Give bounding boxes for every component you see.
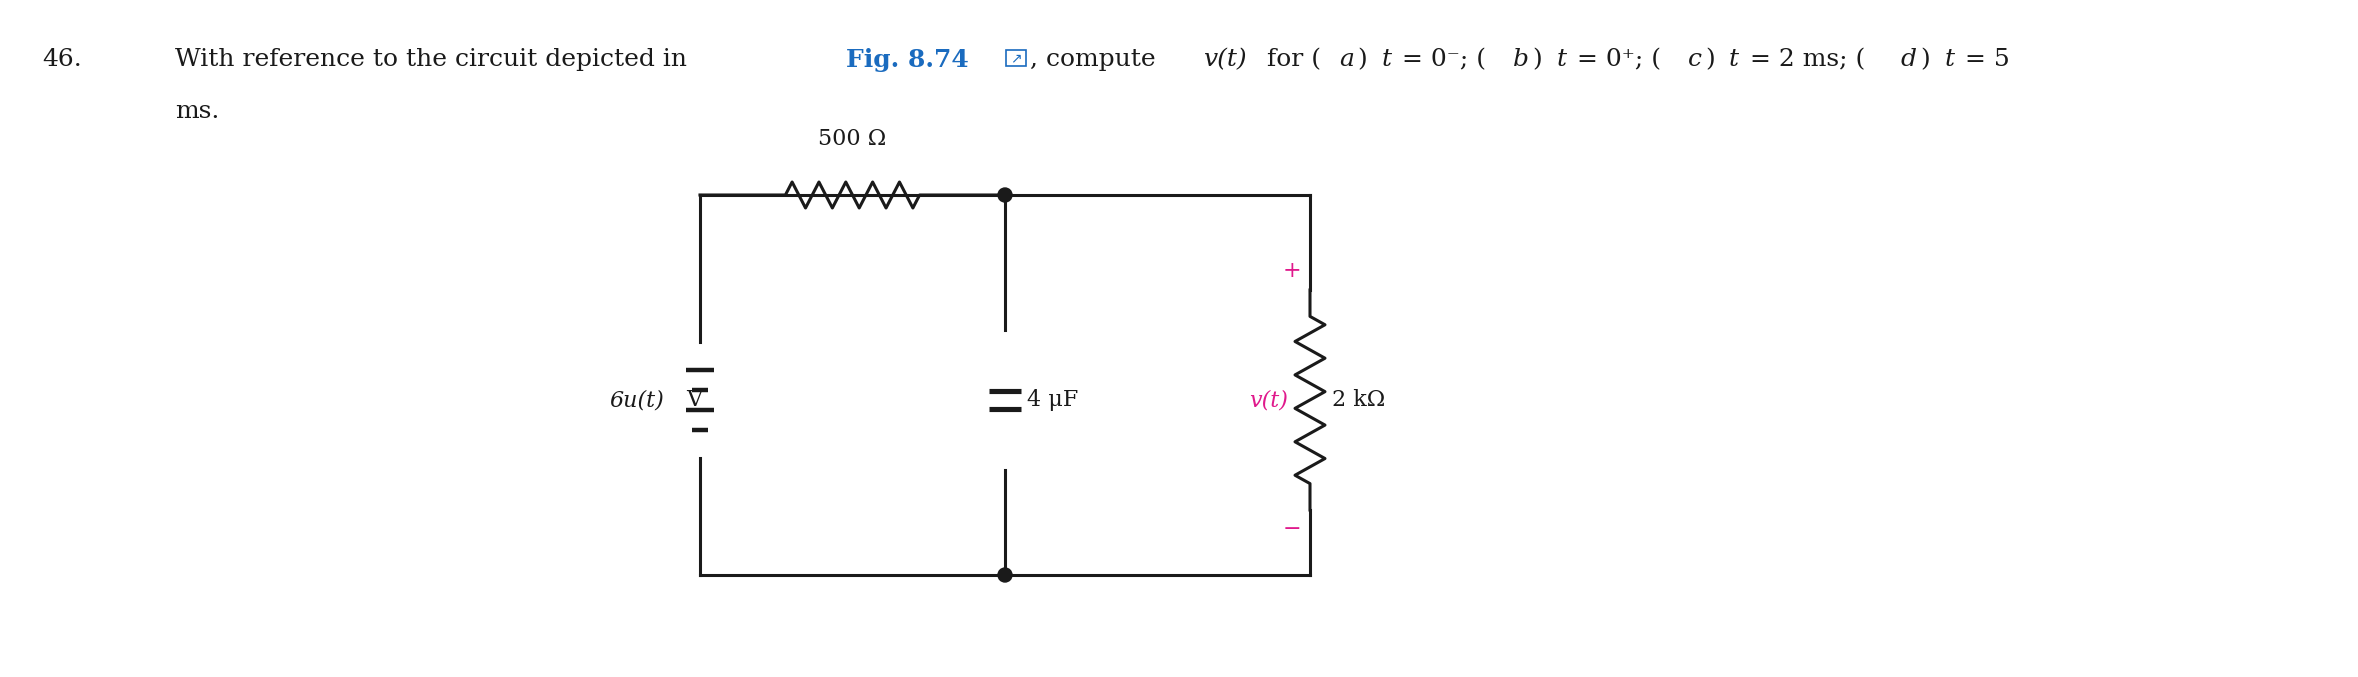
Text: for (: for ( <box>1259 48 1320 71</box>
Text: 500 Ω: 500 Ω <box>818 128 887 150</box>
Text: , compute: , compute <box>1030 48 1165 71</box>
Text: ↗: ↗ <box>1012 51 1021 65</box>
Text: ): ) <box>1358 48 1377 71</box>
Text: ms.: ms. <box>174 100 219 123</box>
Text: Fig. 8.74: Fig. 8.74 <box>847 48 969 72</box>
Text: 4 μF: 4 μF <box>1028 389 1078 411</box>
Text: +: + <box>1283 260 1302 282</box>
Text: b: b <box>1514 48 1528 71</box>
Text: 2 kΩ: 2 kΩ <box>1332 389 1384 411</box>
Text: = 0⁺; (: = 0⁺; ( <box>1568 48 1662 71</box>
Text: c: c <box>1688 48 1702 71</box>
Circle shape <box>997 188 1012 202</box>
Circle shape <box>997 568 1012 582</box>
Text: ): ) <box>1705 48 1724 71</box>
Text: 46.: 46. <box>42 48 83 71</box>
Text: = 2 ms; (: = 2 ms; ( <box>1743 48 1865 71</box>
Text: = 0⁻; (: = 0⁻; ( <box>1394 48 1486 71</box>
Text: 6u(t): 6u(t) <box>608 389 665 411</box>
Text: With reference to the circuit depicted in: With reference to the circuit depicted i… <box>174 48 696 71</box>
Text: −: − <box>1283 518 1302 540</box>
Text: t: t <box>1382 48 1391 71</box>
Text: t: t <box>1556 48 1566 71</box>
Text: v(t): v(t) <box>1250 389 1287 411</box>
Text: a: a <box>1339 48 1353 71</box>
Text: V: V <box>679 389 703 411</box>
Text: t: t <box>1728 48 1738 71</box>
Text: d: d <box>1901 48 1917 71</box>
Text: v(t): v(t) <box>1203 48 1247 71</box>
Text: t: t <box>1945 48 1955 71</box>
Text: ): ) <box>1533 48 1552 71</box>
Text: = 5: = 5 <box>1957 48 2009 71</box>
Text: ): ) <box>1922 48 1938 71</box>
